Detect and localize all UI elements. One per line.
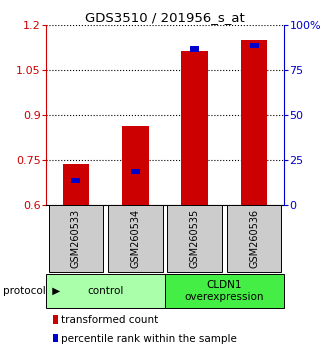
Text: CLDN1
overexpression: CLDN1 overexpression [185,280,264,302]
Bar [241,40,268,205]
Title: GDS3510 / 201956_s_at: GDS3510 / 201956_s_at [85,11,245,24]
Bar [227,205,281,272]
Text: transformed count: transformed count [61,315,158,325]
Text: control: control [87,286,124,296]
Bar [49,205,103,272]
Text: GSM260536: GSM260536 [249,209,259,268]
Bar [53,334,58,342]
Bar [72,178,81,183]
Bar [165,274,284,308]
Text: GSM260533: GSM260533 [71,209,81,268]
Bar [46,274,165,308]
Bar [250,43,259,48]
Bar [131,169,140,174]
Text: percentile rank within the sample: percentile rank within the sample [61,334,237,344]
Text: protocol  ▶: protocol ▶ [3,286,60,296]
Bar [190,46,199,52]
Bar [167,205,222,272]
Text: GSM260534: GSM260534 [130,209,140,268]
Bar [63,164,89,205]
Bar [122,126,149,205]
Text: GSM260535: GSM260535 [190,209,200,268]
Bar [53,315,58,324]
Bar [108,205,163,272]
Bar [182,51,208,205]
